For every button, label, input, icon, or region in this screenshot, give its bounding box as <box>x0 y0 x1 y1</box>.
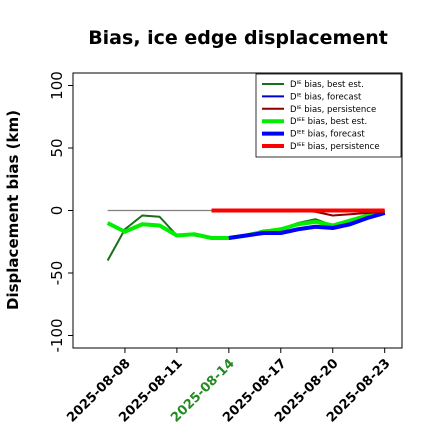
y-tick-label: 50 <box>48 138 66 157</box>
legend-label: Dᴵᴱ bias, best est. <box>290 80 364 90</box>
y-axis-label: Displacement bias (km) <box>4 110 22 310</box>
legend: Dᴵᴱ bias, best est. Dᴵᴱ bias, forecast Dᴵᴱ… <box>255 73 402 158</box>
legend-label: Dᴵᴱ bias, forecast <box>290 92 362 102</box>
legend-label: Dᴵᴱᴱ bias, persistence <box>290 142 380 152</box>
chart-title: Bias, ice edge displacement <box>88 27 388 49</box>
legend-label: Dᴵᴱ bias, persistence <box>290 105 376 115</box>
legend-label: Dᴵᴱᴱ bias, forecast <box>290 130 365 140</box>
legend-frame <box>255 73 402 158</box>
y-tick-label: 0 <box>48 206 66 216</box>
y-tick-label: -100 <box>48 318 66 352</box>
series-iie-forecast-line <box>228 211 386 240</box>
y-tick-label: 100 <box>48 71 66 100</box>
y-tick-label: -50 <box>48 261 66 286</box>
legend-label: Dᴵᴱᴱ bias, best est. <box>290 117 367 127</box>
